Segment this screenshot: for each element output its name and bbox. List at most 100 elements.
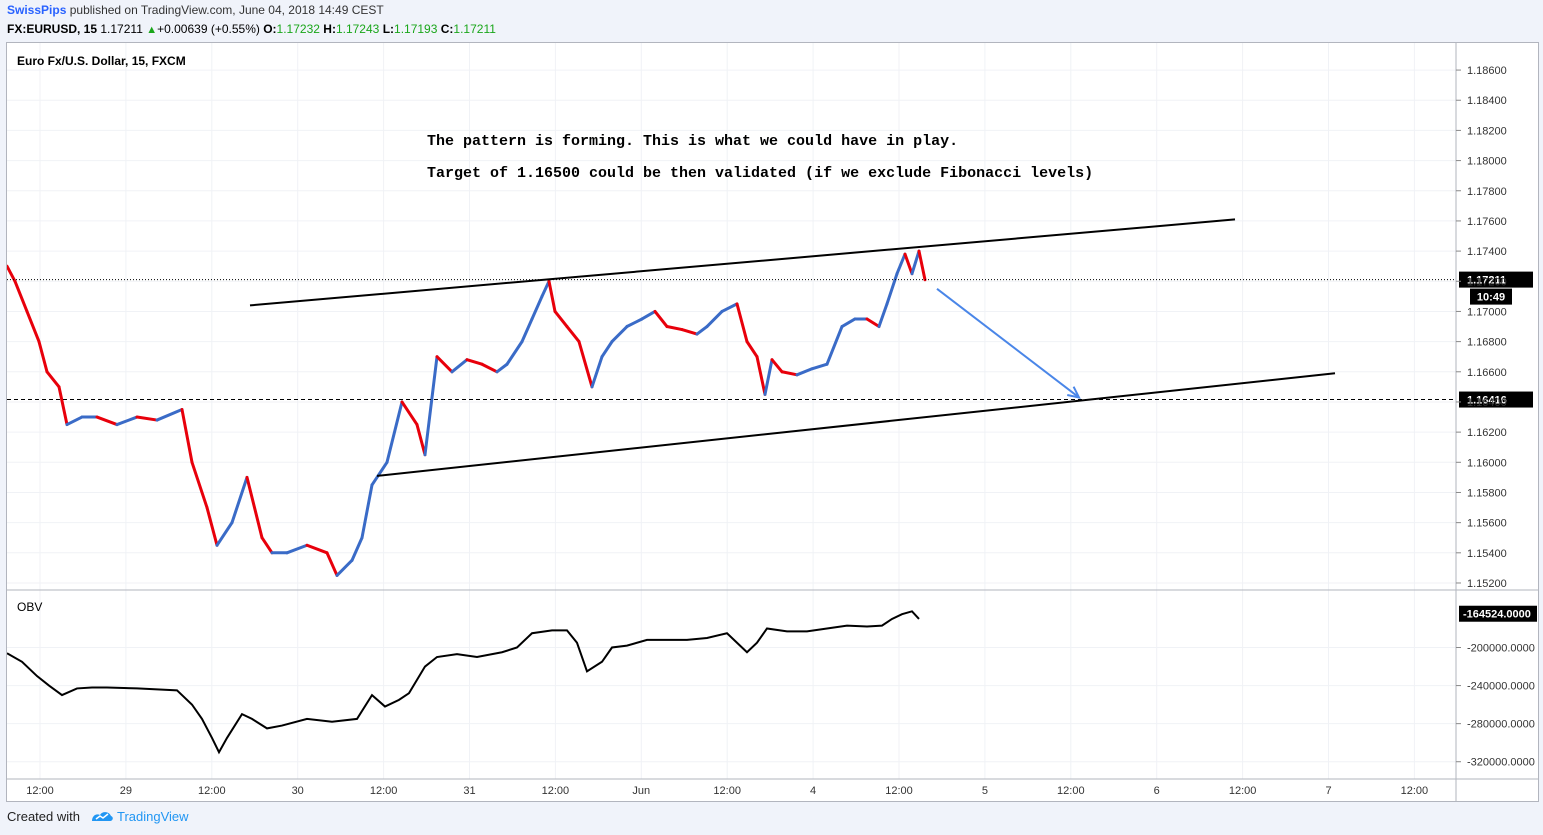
time-tick-label: 12:00: [713, 785, 741, 797]
price-segment: [245, 475, 264, 540]
price-segment: [795, 367, 814, 377]
price-segment: [205, 506, 219, 547]
chart-container[interactable]: 1.17211 10:49 1.16416 1.18600 1.18400 1.1820…: [5, 42, 1539, 802]
publish-text: published on TradingView.com, June 04, 2…: [69, 3, 384, 17]
price-change: +0.00639 (+0.55%): [157, 22, 260, 36]
price-segment: [735, 302, 749, 344]
price-segment: [530, 294, 544, 321]
price-segment: [825, 325, 844, 366]
price-series: [5, 249, 927, 577]
price-segment: [885, 272, 899, 306]
price-axis[interactable]: 1.18600 1.18400 1.18200 1.18000 1.17800 1.176…: [1456, 65, 1507, 590]
price-segment: [917, 249, 927, 282]
price-segment: [13, 279, 29, 313]
price-segment: [415, 423, 427, 457]
price-segment: [705, 309, 724, 329]
price-segment: [215, 521, 234, 547]
time-tick-label: 12:00: [26, 785, 54, 797]
price-segment: [305, 543, 329, 555]
price-segment: [877, 302, 889, 329]
price-tick-label: 1.18600: [1467, 65, 1507, 77]
chart-title: Euro Fx/U.S. Dollar, 15, FXCM: [17, 54, 186, 68]
price-segment: [547, 279, 557, 313]
price-segment: [95, 415, 119, 427]
time-tick-label: Jun: [632, 785, 650, 797]
price-segment: [180, 407, 194, 464]
close-value: 1.17211: [453, 22, 496, 36]
time-tick-label: 29: [120, 785, 132, 797]
price-segment: [865, 317, 881, 329]
time-tick-label: 12:00: [885, 785, 913, 797]
price-segment: [350, 536, 364, 562]
price-tick-label: 1.16200: [1467, 427, 1507, 439]
price-segment: [640, 309, 657, 321]
time-tick-label: 12:00: [1057, 785, 1085, 797]
obv-line: [6, 610, 920, 755]
time-axis[interactable]: 12:00 29 12:00 30 12:00 31 12:00 Jun 12:00 4 12:00…: [26, 785, 1428, 797]
low-label: L:: [382, 22, 395, 36]
price-segment: [755, 355, 767, 396]
tradingview-logo-icon: [91, 812, 113, 821]
price-tick-label: 1.15200: [1467, 578, 1507, 590]
price-segment: [25, 309, 41, 344]
price-segment: [553, 309, 569, 329]
support-level-label: 1.16416: [1467, 395, 1507, 407]
obv-axis[interactable]: -200000.0000 -240000.0000 -280000.0000 -320…: [1456, 605, 1537, 769]
price-segment: [590, 355, 604, 389]
price-segment: [565, 325, 581, 344]
price-segment: [625, 317, 644, 329]
current-price-label: 1.17211: [1467, 275, 1506, 287]
author-name[interactable]: SwissPips: [7, 3, 67, 17]
price-segment: [895, 252, 907, 276]
time-tick-label: 12:00: [1401, 785, 1429, 797]
price-segment: [665, 325, 684, 332]
price-segment: [400, 400, 419, 427]
high-label: H:: [323, 22, 336, 36]
price-segment: [480, 362, 499, 374]
price-segment: [190, 460, 209, 510]
price-segment: [435, 355, 454, 374]
price-tick-label: 1.16800: [1467, 337, 1507, 349]
price-segment: [495, 362, 509, 374]
low-value: 1.17193: [394, 22, 438, 36]
price-tick-label: 1.17000: [1467, 306, 1507, 318]
trendline: [376, 372, 1336, 477]
publish-info: SwissPips published on TradingView.com, …: [7, 3, 384, 17]
price-segment: [577, 340, 594, 389]
price-segment: [285, 543, 309, 555]
footer: Created with TradingView: [7, 809, 189, 824]
price-segment: [45, 370, 61, 389]
price-segment: [810, 362, 829, 371]
price-segment: [135, 415, 159, 422]
price-tick-label: 1.17600: [1467, 216, 1507, 228]
annotation-line-2: Target of 1.16500 could be then validate…: [427, 165, 1093, 182]
chart-svg[interactable]: 1.17211 10:49 1.16416 1.18600 1.18400 1.1820…: [5, 43, 1538, 801]
obv-tick-label: -240000.0000: [1467, 681, 1535, 693]
high-value: 1.17243: [335, 22, 380, 36]
price-segment: [423, 355, 439, 457]
price-segment: [540, 279, 551, 298]
grid: [7, 43, 1456, 779]
price-segment: [450, 358, 469, 374]
price-tick-label: 1.15400: [1467, 548, 1507, 560]
price-segment: [360, 483, 374, 540]
symbol: FX:EURUSD, 15: [7, 22, 98, 36]
symbol-info: FX:EURUSD, 15 1.17211 ▲+0.00639 (+0.55%)…: [7, 22, 496, 36]
time-tick-label: 6: [1154, 785, 1160, 797]
price-tick-label: 1.15600: [1467, 518, 1507, 530]
price-segment: [465, 358, 484, 366]
created-with: Created with: [7, 809, 80, 824]
price-tick-label: 1.16600: [1467, 367, 1507, 379]
open-label: O:: [263, 22, 277, 36]
target-arrow: [936, 288, 1080, 399]
price-segment: [780, 370, 799, 377]
price-segment: [745, 340, 759, 359]
price-segment: [115, 415, 139, 427]
price-tick-label: 1.17400: [1467, 246, 1507, 258]
time-tick-label: 5: [982, 785, 988, 797]
price-segment: [230, 475, 249, 525]
price-segment: [600, 340, 614, 359]
time-tick-label: 7: [1325, 785, 1331, 797]
tradingview-link[interactable]: TradingView: [117, 809, 189, 824]
obv-label: OBV: [17, 600, 42, 614]
